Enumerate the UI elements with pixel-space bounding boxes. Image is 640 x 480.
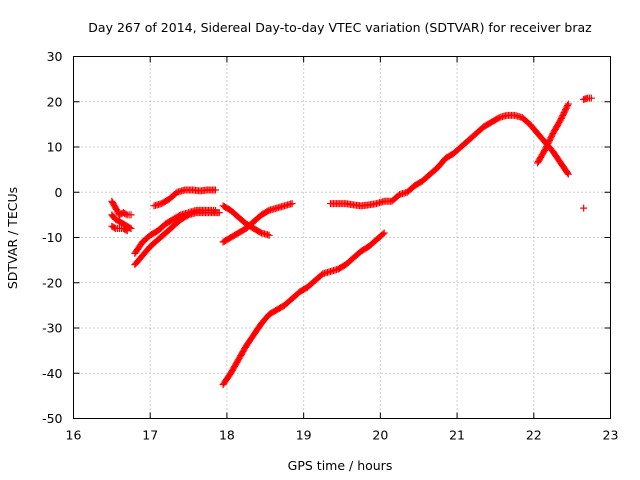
series-arc-c [108, 222, 131, 235]
data-point [211, 186, 219, 194]
data-point [564, 100, 572, 108]
x-tick-label: 19 [296, 428, 312, 443]
data-point [127, 224, 135, 232]
x-tick-label: 22 [526, 428, 542, 443]
y-tick-label: 0 [55, 185, 63, 200]
y-tick-label: -40 [42, 366, 62, 381]
data-points [108, 94, 595, 389]
data-point [215, 209, 223, 217]
data-point [123, 227, 131, 235]
data-point [564, 170, 572, 178]
data-point [380, 229, 388, 237]
y-tick-label: -10 [42, 230, 62, 245]
data-point [580, 204, 588, 212]
data-point [127, 211, 135, 219]
data-point [379, 230, 387, 238]
series-arc-l [580, 204, 588, 212]
data-point [265, 231, 273, 239]
series-arc-j [326, 111, 572, 210]
chart-title: Day 267 of 2014, Sidereal Day-to-day VTE… [88, 20, 592, 35]
series-arc-i [219, 229, 388, 389]
y-tick-label: 30 [47, 49, 63, 64]
series-arc-m [580, 94, 595, 103]
y-axis-label: SDTVAR / TECUs [5, 187, 20, 289]
series-arc-f [131, 209, 223, 269]
series-arc-h [219, 200, 296, 246]
data-point [288, 200, 296, 208]
x-tick-label: 21 [449, 428, 465, 443]
series-arc-d [150, 186, 219, 210]
series-arc-a [108, 197, 135, 219]
x-tick-label: 20 [372, 428, 388, 443]
series-arc-k [534, 100, 572, 167]
x-tick-label: 23 [603, 428, 619, 443]
x-tick-label: 16 [66, 428, 82, 443]
x-axis-label: GPS time / hours [288, 458, 393, 473]
y-tick-label: -30 [42, 321, 62, 336]
data-point [110, 224, 118, 232]
y-tick-label: 20 [47, 94, 63, 109]
data-point [122, 210, 130, 218]
y-tick-label: 10 [47, 140, 63, 155]
grid [73, 56, 611, 419]
y-tick-label: -50 [42, 411, 62, 426]
data-point [122, 226, 130, 234]
data-point [563, 169, 571, 177]
x-tick-label: 18 [219, 428, 235, 443]
tick-labels: 16 17 18 19 20 21 22 23 -50 -40 -30 -20 -10 0 10 20 30 [42, 49, 618, 443]
y-tick-label: -20 [42, 275, 62, 290]
data-point [564, 101, 572, 109]
x-tick-label: 17 [142, 428, 158, 443]
plot-frame [73, 56, 611, 419]
data-point [587, 94, 595, 102]
series-arc-g [219, 202, 273, 239]
